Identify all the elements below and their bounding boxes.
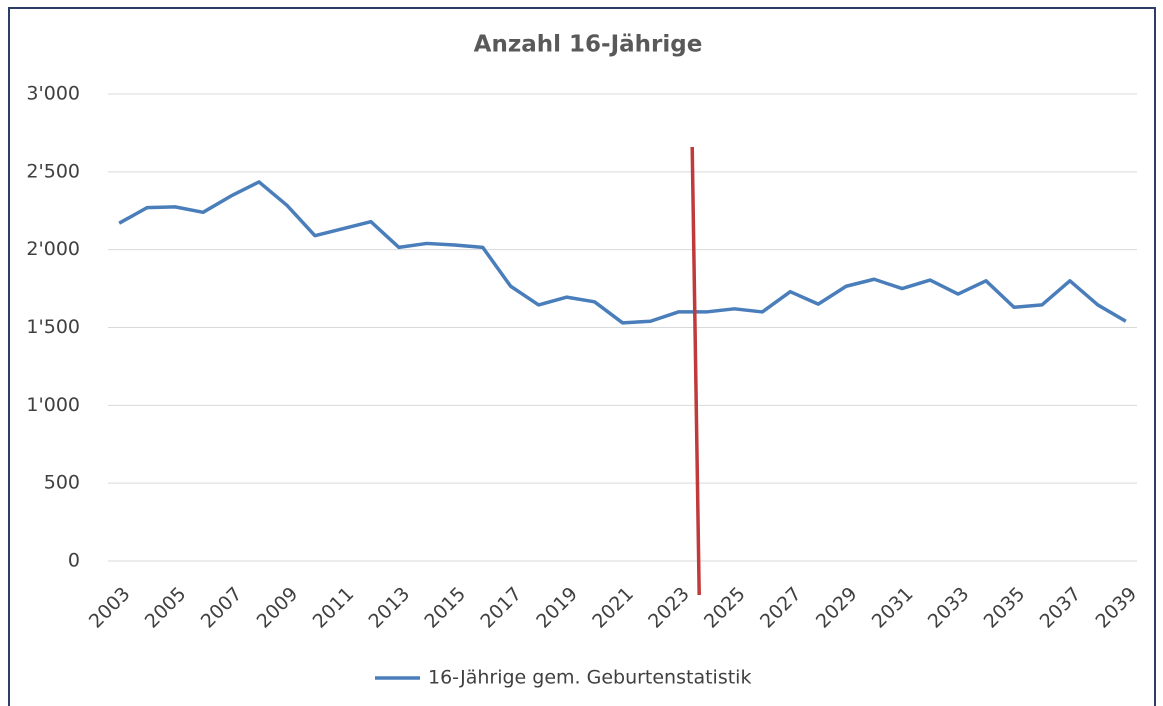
x-tick-label: 2011 [309, 583, 359, 633]
x-tick-label: 2005 [141, 583, 191, 633]
x-tick-label: 2029 [812, 583, 862, 633]
y-tick-label: 3'000 [26, 83, 80, 105]
x-tick-label: 2035 [980, 583, 1030, 633]
x-tick-label: 2021 [588, 583, 638, 633]
y-tick-label: 2'000 [26, 238, 80, 260]
legend-label: 16-Jährige gem. Geburtenstatistik [428, 667, 751, 689]
frame [8, 7, 1156, 706]
x-tick-label: 2033 [924, 583, 974, 633]
x-tick-label: 2023 [644, 583, 694, 633]
x-tick-label: 2003 [85, 583, 135, 633]
reference-line [690, 146, 701, 596]
x-tick-label: 2019 [532, 583, 582, 633]
x-tick-label: 2007 [197, 583, 247, 633]
x-tick-label: 2009 [253, 583, 303, 633]
x-tick-label: 2037 [1036, 583, 1086, 633]
x-tick-label: 2027 [756, 583, 806, 633]
x-tick-label: 2039 [1091, 583, 1141, 633]
y-tick-label: 500 [44, 472, 80, 494]
chart-title: Anzahl 16-Jährige [474, 32, 703, 58]
y-tick-label: 0 [68, 550, 80, 572]
x-tick-label: 2013 [364, 583, 414, 633]
x-tick-label: 2015 [420, 583, 470, 633]
y-tick-label: 2'500 [26, 160, 80, 182]
data-line [118, 180, 1127, 325]
x-tick-label: 2017 [476, 583, 526, 633]
y-tick-label: 1'500 [26, 316, 80, 338]
y-tick-label: 1'000 [26, 394, 80, 416]
x-tick-label: 2031 [868, 583, 918, 633]
x-tick-label: 2025 [700, 583, 750, 633]
